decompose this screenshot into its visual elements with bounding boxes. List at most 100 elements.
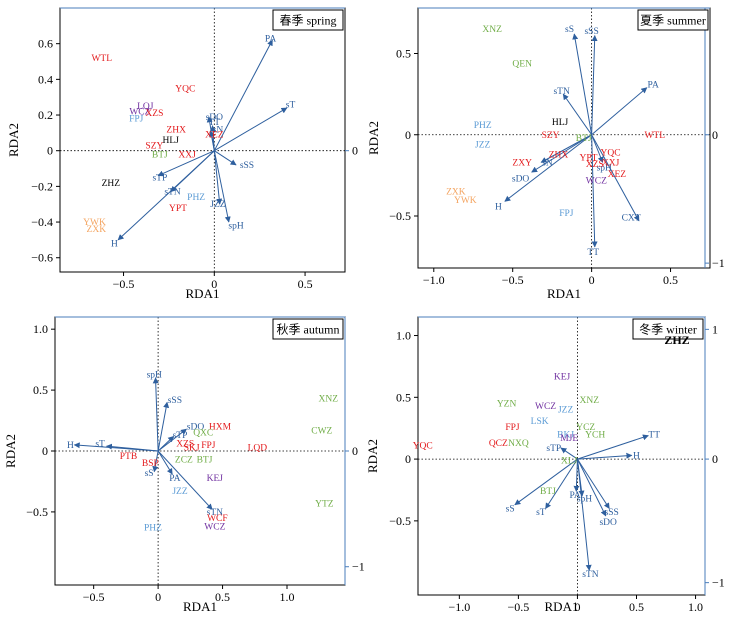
env-arrow-label: sS <box>145 469 154 479</box>
x-tick-label: 0.5 <box>629 600 644 614</box>
site-label: BSP <box>142 459 159 469</box>
rda-panel-4: −1.0 −0.5 0 0.5 1.0 −0.5 0 0.5 1.0 1 0 −1 RDA1 RDA2 TT… <box>365 316 725 614</box>
season-title-box <box>632 318 704 340</box>
env-arrow-label: sT <box>286 100 296 110</box>
x-tick-label: 0.5 <box>215 590 230 604</box>
x-tick-label: −0.5 <box>83 590 105 604</box>
env-arrow <box>531 134 592 173</box>
site-label: YZN <box>497 399 517 409</box>
site-label: WCZ <box>586 176 607 186</box>
site-label: QCZ <box>489 439 508 449</box>
env-arrow-label: sDO <box>512 175 530 185</box>
y-tick-label: 0.6 <box>38 37 53 51</box>
y-tick-label: 0.2 <box>38 108 53 122</box>
env-arrow <box>577 458 610 510</box>
x-tick-label: −0.5 <box>113 277 135 291</box>
env-arrow <box>213 150 223 205</box>
right-tick-label: −1 <box>352 560 365 574</box>
site-label: BKJ <box>557 430 574 440</box>
site-label: BTJ <box>197 456 213 466</box>
env-arrow <box>540 134 592 163</box>
env-arrow-label: sDO <box>187 423 205 433</box>
site-label: XEZ <box>205 131 224 141</box>
env-arrow-label: spH <box>597 163 612 173</box>
site-label: JZZ <box>475 141 491 151</box>
y-tick-label: 0.5 <box>396 390 411 404</box>
env-arrow <box>545 458 578 510</box>
site-label: WCZ <box>129 107 150 117</box>
env-arrow-label: TT <box>587 248 599 258</box>
env-arrow-label: PA <box>569 491 580 501</box>
y-tick-label: −0.2 <box>31 179 53 193</box>
env-arrow <box>591 134 604 163</box>
site-label: NXQ <box>508 439 529 449</box>
site-label: YQC <box>175 84 195 94</box>
site-label: BTJ <box>152 150 168 160</box>
corner-label: ZHZ <box>664 333 689 347</box>
site-label: SZY <box>542 131 560 141</box>
env-arrow-label: spH <box>577 495 592 505</box>
env-arrow-label: sTP <box>173 431 188 441</box>
y-axis-label: RDA2 <box>365 439 380 473</box>
env-arrow <box>573 459 580 492</box>
env-arrow-label: sTP <box>546 444 561 454</box>
site-label: XZS <box>586 160 604 170</box>
x-tick-label: 0.5 <box>298 277 313 291</box>
season-title: 冬季 winter <box>639 322 697 337</box>
site-label: YPT <box>169 204 187 214</box>
env-arrow-label: CXT <box>622 214 641 224</box>
env-arrow <box>152 377 159 452</box>
y-axis-label: RDA2 <box>3 434 18 468</box>
env-arrow-label: PA <box>169 474 180 484</box>
env-arrow <box>577 452 633 460</box>
rda-panel-3: −0.5 0 0.5 1.0 −0.5 0 0.5 1.0 0 −1 RDA1 RDA2 spH sSS H… <box>3 316 365 614</box>
y-tick-label: 0.5 <box>396 47 411 61</box>
rda-panel-1: −0.5 0 0.5−0.6−0.4−0.200.20.40.60RDA1RDA2P… <box>6 7 358 301</box>
site-label: XNZ <box>482 25 502 35</box>
site-label: SKJ <box>184 443 200 453</box>
env-arrow-label: H <box>111 239 118 249</box>
site-label: YTZ <box>315 499 334 509</box>
x-tick-label: −0.5 <box>502 273 524 287</box>
env-arrow <box>514 458 578 506</box>
env-arrow-label: sN <box>542 158 553 168</box>
site-label: XEZ <box>608 170 627 180</box>
season-title-box <box>272 9 344 31</box>
site-label: YCZ <box>576 423 595 433</box>
site-label: LQJ <box>137 102 154 112</box>
x-tick-label: −1.0 <box>423 273 445 287</box>
env-arrow <box>572 33 593 135</box>
site-label: MJE <box>560 434 578 444</box>
env-arrow-label: H <box>67 441 74 451</box>
site-label: FPJ <box>559 209 574 219</box>
site-label: HLJ <box>552 118 569 128</box>
x-axis-label: RDA1 <box>186 286 220 301</box>
site-label: XXJ <box>178 150 196 160</box>
x-tick-label: 0 <box>589 273 595 287</box>
env-arrow-label: sSS <box>240 161 254 171</box>
right-tick-label: −1 <box>712 576 725 590</box>
env-arrow-label: sTN <box>164 188 181 198</box>
right-tick-label: −1 <box>712 256 725 270</box>
env-arrow-label: sT <box>95 440 105 450</box>
season-title: 夏季 summer <box>640 14 706 28</box>
y-tick-label: 1.0 <box>33 322 48 336</box>
env-arrow <box>157 450 173 475</box>
site-label: HXM <box>209 423 232 433</box>
site-label: FPJ <box>201 441 216 451</box>
site-label: FPJ <box>129 115 144 125</box>
site-label: FPJ <box>505 423 520 433</box>
env-arrow-label: sS <box>565 25 574 35</box>
env-arrow <box>152 450 159 473</box>
site-label: XZS <box>176 440 194 450</box>
site-label: XNZ <box>579 396 599 406</box>
env-arrow-label: TT <box>648 430 660 440</box>
y-axis-label: RDA2 <box>366 121 381 155</box>
env-arrow-label: TT <box>208 118 220 128</box>
env-arrow-label: PA <box>265 34 276 44</box>
x-tick-label: 0 <box>574 600 580 614</box>
x-tick-label: 1.0 <box>688 600 703 614</box>
x-axis-label: RDA1 <box>545 599 579 614</box>
right-tick-label: 1 <box>712 322 718 336</box>
right-tick-label: 0 <box>352 144 358 158</box>
